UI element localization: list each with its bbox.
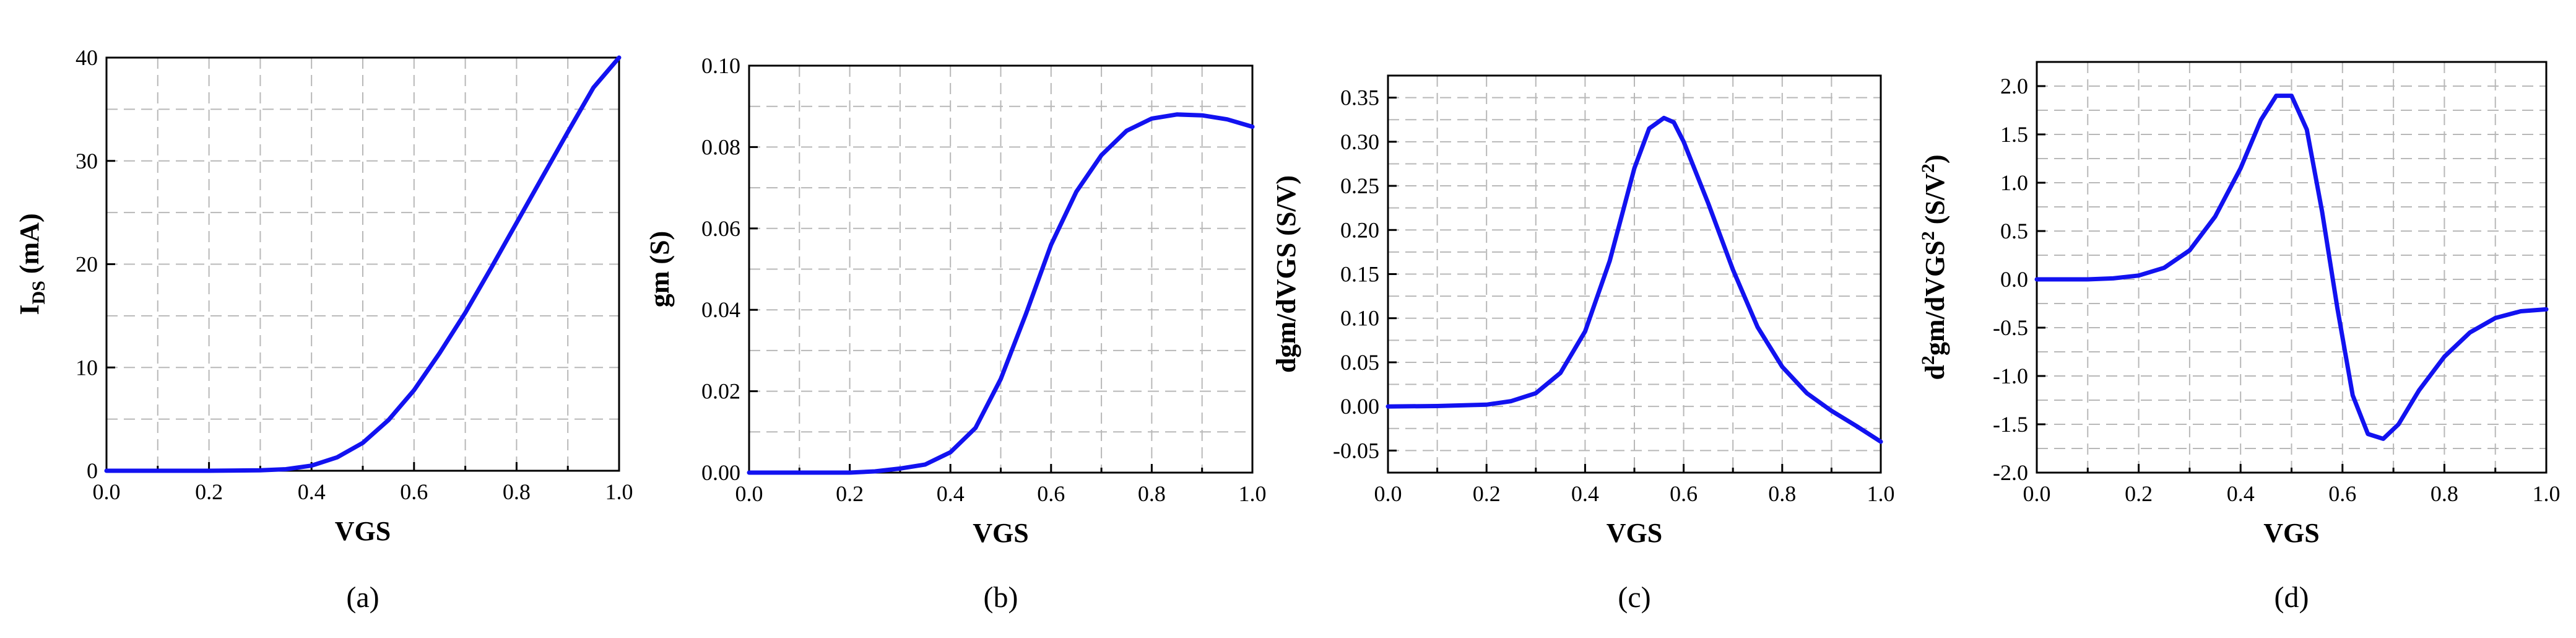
y-tick-label: 0.10 (701, 53, 740, 78)
x-tick-label: 1.0 (2533, 481, 2561, 506)
y-tick-label: 10 (76, 355, 98, 380)
data-line (2034, 94, 2549, 441)
y-tick-label: 2.0 (2000, 74, 2028, 98)
y-axis-label-part: (mA) (14, 213, 45, 281)
y-axis-label: d2gm/dVGS2 (S/V2) (1918, 154, 1950, 380)
panel-caption: (c) (1618, 581, 1650, 614)
y-tick-label: -1.0 (1993, 364, 2028, 388)
y-tick-label: 0 (87, 458, 98, 483)
y-tick-label: 1.0 (2000, 170, 2028, 195)
x-tick-label: 0.0 (93, 479, 121, 504)
x-tick-label: 0.6 (1670, 481, 1698, 506)
x-tick-label: 0.6 (400, 479, 428, 504)
y-axis-label-part: 2 (1918, 231, 1938, 240)
y-tick-label: 0.15 (1340, 262, 1379, 287)
x-tick-label: 0.6 (2328, 481, 2356, 506)
x-tick-label: 0.2 (836, 481, 864, 506)
y-tick-label: 40 (76, 45, 98, 70)
y-tick-label: 0.20 (1340, 217, 1379, 242)
y-tick-label: 0.06 (701, 216, 740, 241)
panel-a: 0.0 0.2 0.4 0.6 0.8 1.0 0 10 20 30 40 VGS IDS (mA) (a… (14, 45, 633, 614)
y-tick-label: 0.02 (701, 379, 740, 404)
y-tick-label: 0.0 (2000, 267, 2028, 292)
y-tick-label: 20 (76, 252, 98, 277)
y-axis-label-part: gm/dVGS (1920, 240, 1950, 356)
x-tick-label: 0.8 (503, 479, 531, 504)
x-tick-label: 0.2 (1473, 481, 1501, 506)
y-tick-label: 0.25 (1340, 173, 1379, 198)
x-tick-label: 0.0 (1374, 481, 1402, 506)
x-tick-label: 0.8 (2431, 481, 2458, 506)
y-axis-label-part: d (1920, 365, 1950, 380)
y-tick-label: -0.5 (1993, 315, 2028, 340)
x-tick-label: 0.0 (2023, 481, 2051, 506)
x-tick-label: 1.0 (1867, 481, 1895, 506)
panel-caption: (b) (984, 581, 1018, 614)
y-axis-label-part: gm (S) (644, 231, 675, 307)
x-axis-label: VGS (1607, 518, 1662, 548)
y-tick-label: 1.5 (2000, 122, 2028, 147)
x-tick-label: 1.0 (1239, 481, 1267, 506)
y-axis-label-part: 2 (1918, 164, 1938, 173)
y-tick-label: 0.05 (1340, 350, 1379, 375)
y-axis-label: gm (S) (644, 231, 675, 307)
y-axis-label-part: I (14, 304, 45, 315)
y-axis-label-part: (S/V (1920, 173, 1950, 231)
y-axis-label-part: DS (28, 281, 49, 304)
x-axis-label: VGS (335, 516, 391, 546)
y-tick-label: 0.5 (2000, 219, 2028, 243)
y-tick-label: 30 (76, 149, 98, 173)
y-tick-label: -2.0 (1993, 460, 2028, 485)
data-line (1386, 115, 1883, 444)
x-tick-label: 0.4 (937, 481, 965, 506)
y-tick-label: 0.00 (1340, 394, 1379, 419)
panel-caption: (a) (346, 581, 379, 614)
x-tick-label: 0.8 (1768, 481, 1796, 506)
y-tick-label: 0.35 (1340, 85, 1379, 110)
x-tick-label: 0.4 (1571, 481, 1599, 506)
x-tick-label: 0.0 (735, 481, 763, 506)
x-tick-label: 0.8 (1138, 481, 1166, 506)
y-tick-label: 0.00 (701, 460, 740, 485)
y-axis-label-part: 2 (1918, 356, 1938, 365)
y-axis-label-part: ) (1920, 154, 1950, 164)
y-tick-label: 0.10 (1340, 306, 1379, 331)
x-axis-label: VGS (2263, 518, 2319, 548)
x-tick-label: 0.2 (2125, 481, 2153, 506)
data-line (747, 112, 1255, 475)
x-tick-label: 0.4 (2227, 481, 2255, 506)
y-axis-label: IDS (mA) (14, 213, 49, 315)
x-tick-label: 0.4 (298, 479, 326, 504)
y-axis-label-part: dgm/dVGS (S/V) (1271, 175, 1301, 373)
x-tick-label: 0.2 (195, 479, 223, 504)
panel-d: 0.0 0.2 0.4 0.6 0.8 1.0 -2.0 -1.5 -1.0 -0.5 0.0 0.5… (1918, 61, 2561, 614)
y-tick-label: -0.05 (1333, 438, 1379, 463)
x-tick-label: 1.0 (605, 479, 633, 504)
x-axis-label: VGS (973, 518, 1028, 548)
y-tick-label: -1.5 (1993, 412, 2028, 437)
panel-b: 0.0 0.2 0.4 0.6 0.8 1.0 0.00 0.02 0.04 0.06 0.08 0.… (644, 53, 1267, 614)
panel-c: 0.0 0.2 0.4 0.6 0.8 1.0 -0.05 0.00 0.05 0.10 0.15 0… (1271, 74, 1895, 614)
y-tick-label: 0.08 (701, 134, 740, 159)
y-tick-label: 0.30 (1340, 129, 1379, 154)
y-tick-label: 0.04 (701, 297, 740, 322)
data-line (104, 55, 622, 473)
panel-caption: (d) (2275, 581, 2309, 614)
x-tick-label: 0.6 (1037, 481, 1065, 506)
y-axis-label: dgm/dVGS (S/V) (1271, 175, 1301, 373)
